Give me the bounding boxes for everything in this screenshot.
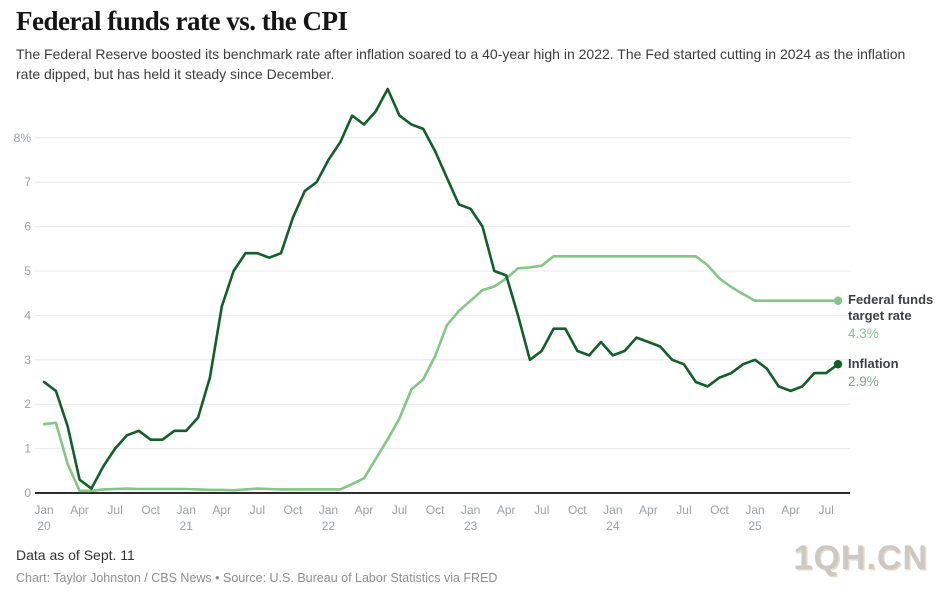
watermark: 1QH.CN xyxy=(793,539,928,577)
x-tick-label: Oct xyxy=(710,503,729,517)
x-tick-label: Oct xyxy=(284,503,303,517)
x-tick-label: Jul xyxy=(534,503,549,517)
y-tick-label: 5 xyxy=(24,264,31,278)
chart-credit: Chart: Taylor Johnston / CBS News • Sour… xyxy=(16,571,498,585)
y-tick-label: 3 xyxy=(24,353,31,367)
x-tick-label: Oct xyxy=(141,503,160,517)
chart-subtitle: The Federal Reserve boosted its benchmar… xyxy=(16,46,906,83)
chart-title: Federal funds rate vs. the CPI xyxy=(16,6,348,36)
x-tick-label: Jan xyxy=(319,503,338,517)
x-tick-label: Jul xyxy=(107,503,122,517)
legend-federal-funds-label-line2: target rate xyxy=(848,307,912,323)
y-tick-label: 6 xyxy=(24,220,31,234)
y-tick-label: 0 xyxy=(24,486,31,500)
x-tick-label: Apr xyxy=(781,503,800,517)
x-tick-label: Apr xyxy=(212,503,231,517)
x-tick-label: Jul xyxy=(676,503,691,517)
legend-federal-funds-value: 4.3% xyxy=(848,325,879,341)
inflation-line xyxy=(42,87,840,490)
x-tick-label: Oct xyxy=(426,503,445,517)
y-tick-label: 2 xyxy=(24,397,31,411)
x-tick-year-label: 23 xyxy=(464,519,478,533)
x-tick-year-label: 21 xyxy=(180,519,194,533)
inflation-end-dot xyxy=(833,360,843,369)
x-tick-label: Jul xyxy=(392,503,407,517)
y-tick-label: 7 xyxy=(24,175,31,189)
y-tick-label: 4 xyxy=(24,308,31,322)
x-tick-label: Jan xyxy=(745,503,764,517)
legend-federal-funds-label-line1: Federal funds xyxy=(848,292,934,307)
x-tick-year-label: 20 xyxy=(37,519,51,533)
x-tick-year-label: 22 xyxy=(322,519,336,533)
x-tick-label: Jan xyxy=(603,503,622,517)
x-tick-label: Apr xyxy=(355,503,374,517)
federal-funds-end-dot xyxy=(833,296,843,305)
x-tick-label: Jul xyxy=(250,503,265,517)
x-tick-label: Jul xyxy=(818,503,833,517)
x-tick-year-label: 24 xyxy=(606,519,620,533)
legend-inflation-label: Inflation xyxy=(848,356,899,371)
x-tick-label: Apr xyxy=(639,503,658,517)
x-tick-label: Jan xyxy=(34,503,53,517)
federal-funds-line xyxy=(42,254,840,493)
x-tick-label: Apr xyxy=(70,503,89,517)
legend-inflation-value: 2.9% xyxy=(848,373,879,389)
legend-federal-funds: Federal funds target rate 4.3% xyxy=(848,292,940,342)
legend-inflation: Inflation 2.9% xyxy=(848,356,940,390)
x-tick-label: Jan xyxy=(461,503,480,517)
x-tick-label: Oct xyxy=(568,503,587,517)
y-tick-label: 8% xyxy=(14,131,32,145)
data-as-of-note: Data as of Sept. 11 xyxy=(16,547,135,563)
y-tick-label: 1 xyxy=(24,442,31,456)
x-tick-label: Apr xyxy=(497,503,516,517)
x-tick-year-label: 25 xyxy=(748,519,762,533)
x-tick-label: Jan xyxy=(177,503,196,517)
